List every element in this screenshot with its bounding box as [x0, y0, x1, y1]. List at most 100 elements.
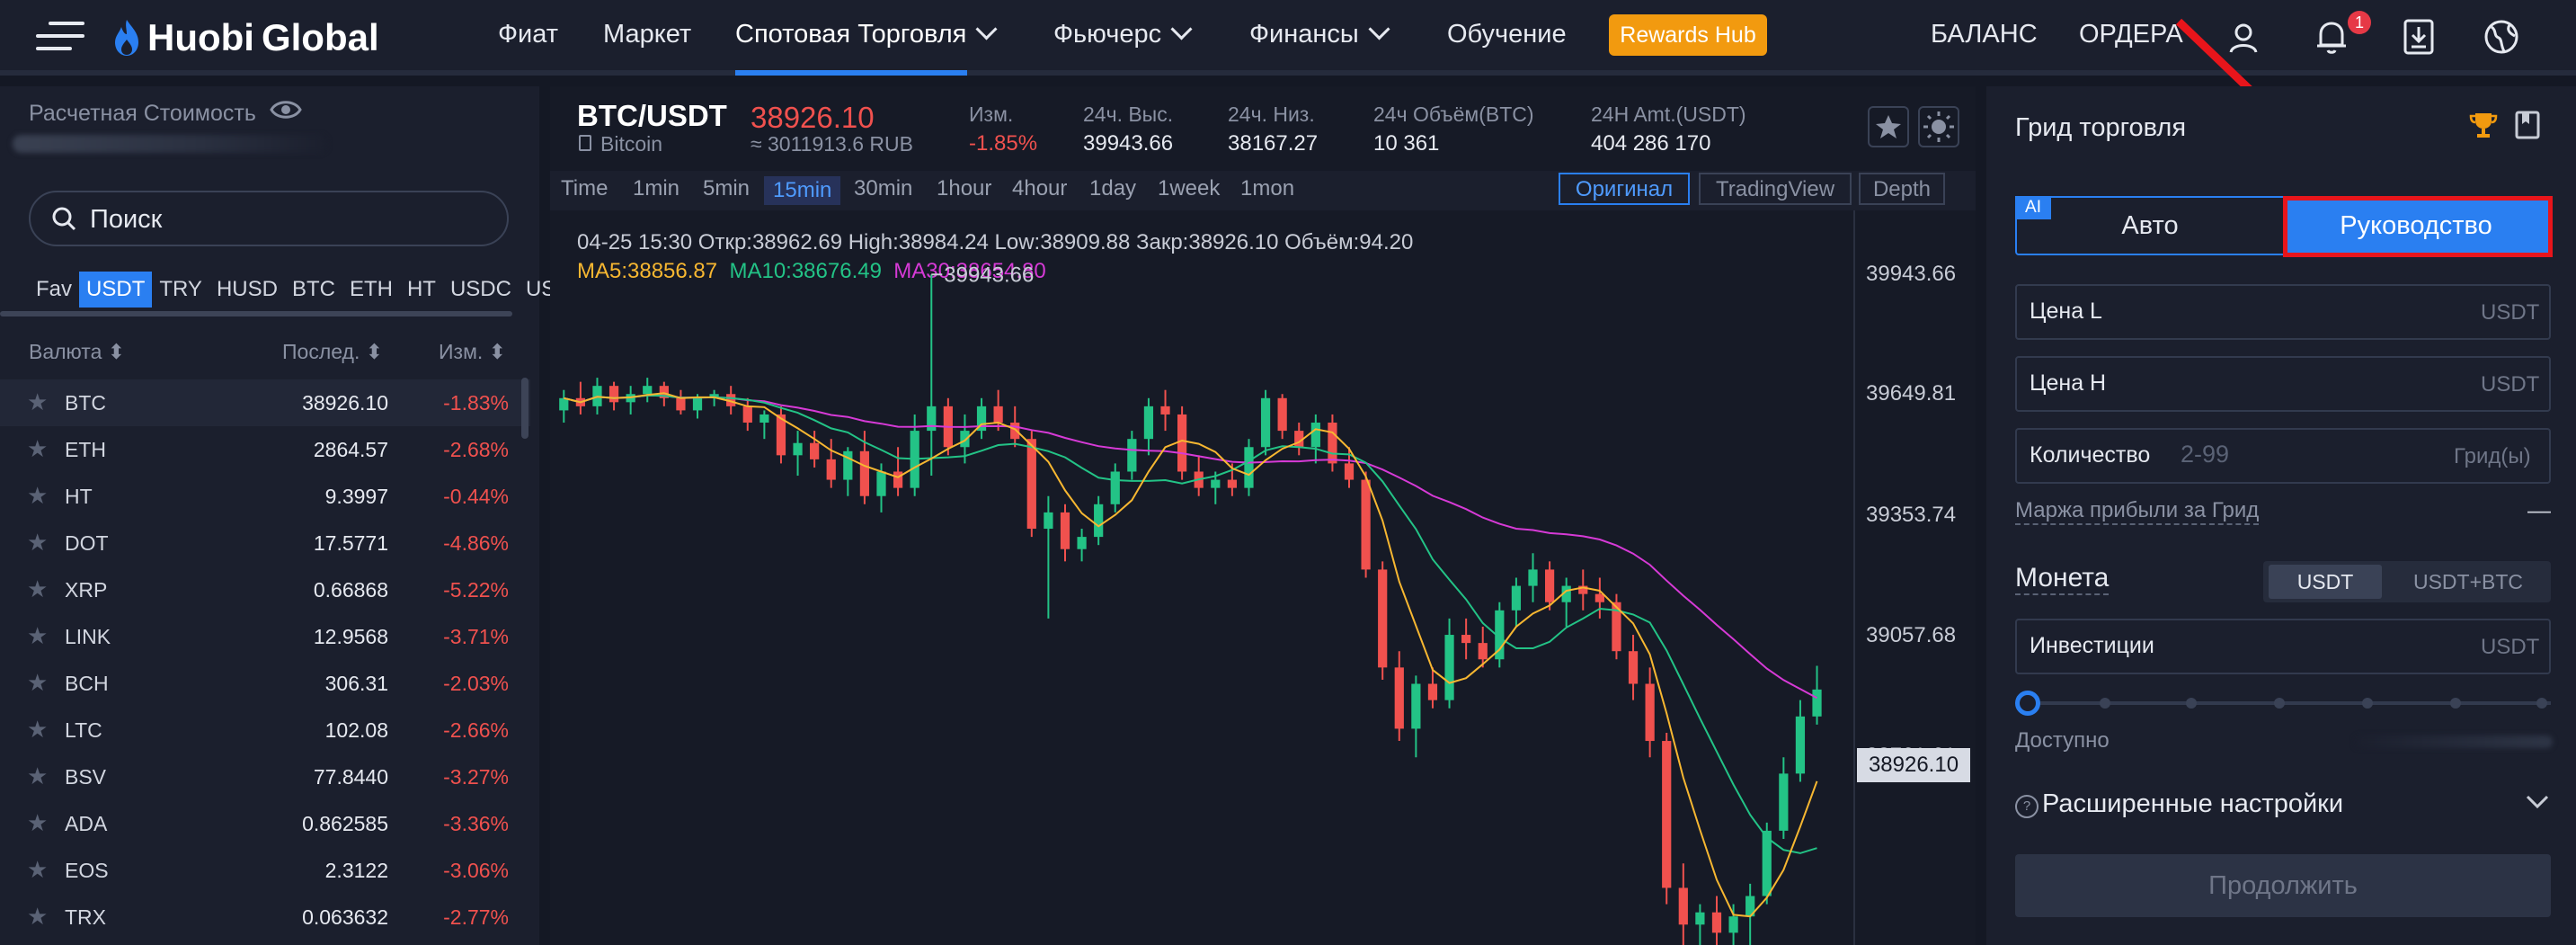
- star-icon[interactable]: ★: [27, 856, 49, 883]
- candle: [608, 381, 619, 411]
- market-row[interactable]: ★ DOT 17.5771 -4.86%: [0, 520, 530, 566]
- candle: [1711, 896, 1722, 945]
- slider-mark: [2274, 698, 2285, 709]
- nav-education[interactable]: Обучение: [1447, 20, 1567, 49]
- huobi-logo[interactable]: Huobi Global: [111, 14, 379, 61]
- candle: [1260, 389, 1271, 456]
- market-row[interactable]: ★ ETH 2864.57 -2.68%: [0, 426, 530, 473]
- price-high-label: Цена H: [2030, 370, 2107, 396]
- price-rub: ≈ 3011913.6 RUB: [751, 132, 913, 156]
- globe-icon[interactable]: [2483, 18, 2520, 56]
- tab-eth[interactable]: ETH: [349, 277, 393, 301]
- continue-button[interactable]: Продолжить: [2015, 854, 2551, 917]
- star-icon[interactable]: ★: [27, 809, 49, 836]
- market-row[interactable]: ★ BSV 77.8440 -3.27%: [0, 753, 530, 800]
- tabs-scrollbar[interactable]: [0, 311, 512, 316]
- orders-link[interactable]: ОРДЕРА: [2079, 20, 2183, 49]
- advanced-settings-toggle[interactable]: Расширенные настройки: [2042, 789, 2344, 818]
- market-row[interactable]: ★ HT 9.3997 -0.44%: [0, 473, 530, 520]
- profit-margin-label[interactable]: Маржа прибыли за Грид: [2015, 498, 2260, 525]
- quantity-field[interactable]: [2015, 428, 2551, 484]
- stat-amount-value: 404 286 170: [1591, 131, 1711, 156]
- market-row[interactable]: ★ XRP 0.66868 -5.22%: [0, 566, 530, 613]
- trophy-icon[interactable]: [2468, 110, 2499, 140]
- mode-auto-button[interactable]: Авто: [2121, 211, 2179, 240]
- row-change: -3.36%: [443, 812, 509, 835]
- star-icon[interactable]: ★: [27, 622, 49, 649]
- price-low-field[interactable]: [2015, 284, 2551, 340]
- tab-fav[interactable]: Fav: [36, 277, 73, 301]
- coin-usdt-btc-option[interactable]: USDT+BTC: [2412, 570, 2524, 593]
- nav-futures[interactable]: Фьючерс: [1053, 18, 1193, 49]
- market-row[interactable]: ★ LINK 12.9568 -3.71%: [0, 613, 530, 660]
- tab-ht[interactable]: HT: [406, 277, 436, 301]
- theme-sun-icon[interactable]: [1918, 106, 1959, 147]
- timeframe-time[interactable]: Time: [561, 176, 608, 201]
- timeframe-5min[interactable]: 5min: [703, 176, 751, 201]
- col-currency[interactable]: Валюта ⬍: [29, 340, 125, 364]
- investment-field[interactable]: [2015, 619, 2551, 674]
- favorite-star-icon[interactable]: [1868, 106, 1909, 147]
- investment-slider-track[interactable]: [2030, 701, 2551, 705]
- timeframe-1week[interactable]: 1week: [1158, 176, 1221, 201]
- user-icon[interactable]: [2225, 20, 2261, 56]
- nav-fiat[interactable]: Фиат: [498, 20, 559, 49]
- nav-finance[interactable]: Финансы: [1249, 18, 1390, 49]
- download-icon[interactable]: [2402, 18, 2436, 56]
- star-icon[interactable]: ★: [27, 435, 49, 462]
- star-icon[interactable]: ★: [27, 716, 49, 743]
- coin-usdt-option[interactable]: USDT: [2269, 565, 2382, 599]
- star-icon[interactable]: ★: [27, 762, 49, 789]
- star-icon[interactable]: ★: [27, 575, 49, 602]
- nav-spot-trading[interactable]: Спотовая Торговля: [735, 18, 998, 49]
- search-input[interactable]: [29, 191, 509, 246]
- tab-btc[interactable]: BTC: [291, 277, 335, 301]
- candlestick-chart[interactable]: 39943.66: [550, 210, 1853, 945]
- tab-try[interactable]: TRY: [159, 277, 202, 301]
- col-last[interactable]: Послед. ⬍: [282, 340, 383, 364]
- available-label: Доступно: [2015, 728, 2110, 753]
- timeframe-30min[interactable]: 30min: [854, 176, 913, 201]
- bell-icon[interactable]: [2314, 18, 2349, 56]
- mode-manual-button[interactable]: Руководство: [2283, 198, 2549, 254]
- rewards-hub-button[interactable]: Rewards Hub: [1609, 14, 1767, 56]
- investment-slider-handle[interactable]: [2015, 691, 2040, 716]
- star-icon[interactable]: ★: [27, 482, 49, 509]
- search-placeholder: Поиск: [90, 205, 163, 234]
- market-row[interactable]: ★ EOS 2.3122 -3.06%: [0, 847, 530, 894]
- timeframe-1mon[interactable]: 1mon: [1240, 176, 1295, 201]
- view-original-button[interactable]: Оригинал: [1559, 173, 1690, 205]
- timeframe-15min[interactable]: 15min: [764, 176, 841, 205]
- timeframe-4hour[interactable]: 4hour: [1012, 176, 1068, 201]
- coin-label[interactable]: Монета: [2015, 563, 2110, 595]
- tab-husd[interactable]: HUSD: [216, 277, 278, 301]
- guide-book-icon[interactable]: [2513, 110, 2542, 140]
- market-row[interactable]: ★ BTC 38926.10 -1.83%: [0, 379, 530, 426]
- tab-usdt[interactable]: USDT: [79, 272, 153, 308]
- timeframe-1min[interactable]: 1min: [633, 176, 680, 201]
- market-row[interactable]: ★ BCH 306.31 -2.03%: [0, 660, 530, 707]
- star-icon[interactable]: ★: [27, 388, 49, 415]
- eye-icon[interactable]: [270, 97, 302, 122]
- chevron-down-icon[interactable]: [2524, 791, 2551, 813]
- star-icon[interactable]: ★: [27, 669, 49, 696]
- list-scrollbar[interactable]: [521, 378, 529, 439]
- nav-market[interactable]: Маркет: [603, 20, 692, 49]
- price-high-field[interactable]: [2015, 356, 2551, 412]
- tab-usdc[interactable]: USDC: [449, 277, 511, 301]
- market-row[interactable]: ★ TRX 0.063632 -2.77%: [0, 894, 530, 941]
- timeframe-1day[interactable]: 1day: [1089, 176, 1137, 201]
- menu-icon[interactable]: [36, 22, 86, 54]
- view-tradingview-button[interactable]: TradingView: [1699, 173, 1852, 205]
- market-row[interactable]: ★ ADA 0.862585 -3.36%: [0, 800, 530, 847]
- view-depth-button[interactable]: Depth: [1859, 173, 1945, 205]
- market-row[interactable]: ★ LTC 102.08 -2.66%: [0, 707, 530, 753]
- balance-link[interactable]: БАЛАНС: [1931, 20, 2038, 49]
- help-icon[interactable]: ?: [2015, 795, 2039, 818]
- col-change[interactable]: Изм. ⬍: [439, 340, 506, 364]
- star-icon[interactable]: ★: [27, 903, 49, 930]
- logo-global: Global: [261, 16, 379, 58]
- timeframe-1hour[interactable]: 1hour: [937, 176, 992, 201]
- star-icon[interactable]: ★: [27, 529, 49, 556]
- pair-title[interactable]: BTC/USDT: [577, 99, 727, 132]
